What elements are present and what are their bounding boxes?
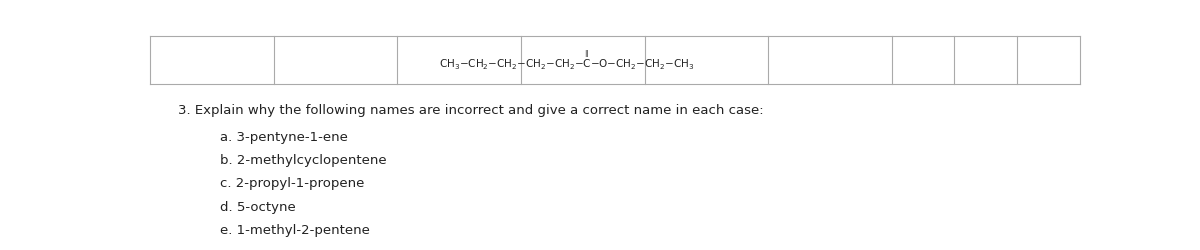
- Text: c. 2-propyl-1-propene: c. 2-propyl-1-propene: [220, 178, 364, 190]
- Text: d. 5-octyne: d. 5-octyne: [220, 200, 295, 213]
- Text: a. 3-pentyne-1-ene: a. 3-pentyne-1-ene: [220, 131, 348, 144]
- Text: 3. Explain why the following names are incorrect and give a correct name in each: 3. Explain why the following names are i…: [178, 104, 763, 117]
- Text: b. 2-methylcyclopentene: b. 2-methylcyclopentene: [220, 154, 386, 168]
- Text: e. 1-methyl-2-pentene: e. 1-methyl-2-pentene: [220, 224, 370, 237]
- Text: $\mathsf{CH_3{-}CH_2{-}CH_2{-}CH_2{-}CH_2{-}}$$\overset{\mathsf{\|}}{\mathsf{C}}: $\mathsf{CH_3{-}CH_2{-}CH_2{-}CH_2{-}CH_…: [439, 48, 695, 72]
